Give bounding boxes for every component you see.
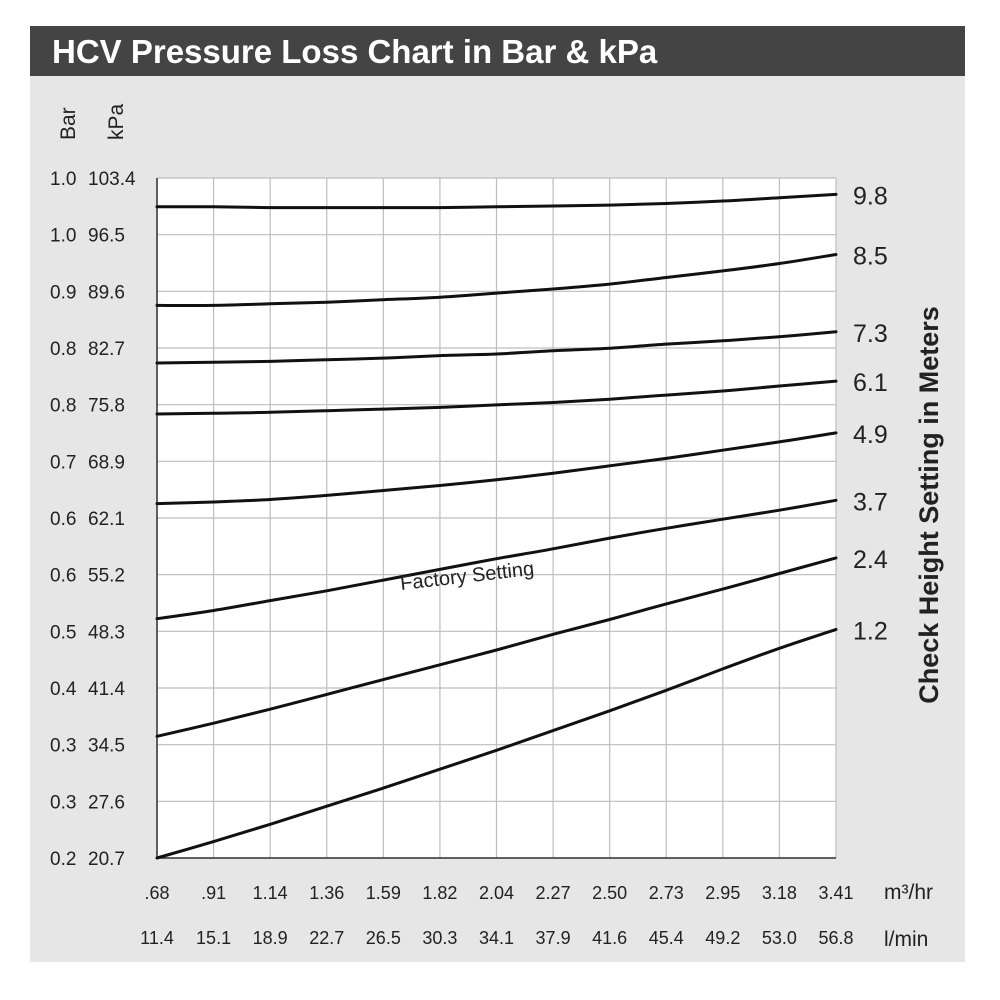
right-axis-label: Check Height Setting in Meters [914, 306, 944, 704]
y-tick-kpa: 41.4 [88, 679, 125, 700]
y-tick-bar: 0.8 [50, 339, 76, 360]
x-tick-m3hr: 2.04 [479, 883, 514, 903]
y-tick-kpa: 103.4 [88, 169, 136, 190]
y-tick-kpa: 75.8 [88, 396, 125, 417]
y-tick-bar: 0.8 [50, 396, 76, 417]
series-label: 8.5 [853, 242, 888, 270]
y-tick-kpa: 55.2 [88, 566, 125, 587]
x-tick-lmin: 41.6 [592, 928, 627, 948]
curve-6-1m [155, 379, 838, 416]
y-tick-kpa: 82.7 [88, 339, 125, 360]
y-tick-kpa: 62.1 [88, 509, 125, 530]
y-tick-bar: 0.3 [50, 792, 76, 813]
y-tick-kpa: 89.6 [88, 282, 125, 303]
x-tick-m3hr: .68 [144, 883, 169, 903]
y-tick-bar: 0.3 [50, 736, 76, 757]
x-tick-lmin: 15.1 [196, 928, 231, 948]
x-tick-m3hr: 3.18 [762, 883, 797, 903]
labels: 9.8 8.5 7.3 6.1 4.9 3.7 2.4 1.2 Bar kPa 1.0 103.4 1.… [50, 103, 944, 951]
x-tick-m3hr: .91 [201, 883, 226, 903]
chart-title: HCV Pressure Loss Chart in Bar & kPa [52, 33, 658, 70]
series-label: 7.3 [853, 320, 888, 348]
x-tick-lmin: 30.3 [422, 928, 457, 948]
x-unit-lmin: l/min [884, 928, 928, 951]
x-tick-m3hr: 1.59 [366, 883, 401, 903]
x-tick-m3hr: 2.73 [649, 883, 684, 903]
x-tick-lmin: 18.9 [253, 928, 288, 948]
x-tick-m3hr: 1.82 [422, 883, 457, 903]
curves [155, 192, 838, 860]
y-tick-bar: 0.7 [50, 452, 76, 473]
curve-8-5m [155, 253, 838, 308]
x-tick-lmin: 56.8 [818, 928, 853, 948]
x-unit-m3hr: m³/hr [884, 881, 933, 904]
y-tick-bar: 0.5 [50, 622, 76, 643]
y-tick-bar: 0.6 [50, 509, 76, 530]
y-tick-bar: 1.0 [50, 169, 76, 190]
curve-2-4m [155, 556, 838, 738]
x-tick-lmin: 22.7 [309, 928, 344, 948]
series-label: 3.7 [853, 488, 888, 516]
x-tick-m3hr: 2.50 [592, 883, 627, 903]
x-tick-lmin: 37.9 [536, 928, 571, 948]
left-axis-header-bar: Bar [57, 107, 80, 140]
x-tick-m3hr: 2.27 [536, 883, 571, 903]
y-tick-kpa: 68.9 [88, 452, 125, 473]
x-tick-m3hr: 1.14 [253, 883, 288, 903]
y-tick-kpa: 27.6 [88, 792, 125, 813]
y-tick-bar: 0.6 [50, 566, 76, 587]
x-tick-m3hr: 2.95 [705, 883, 740, 903]
x-tick-lmin: 53.0 [762, 928, 797, 948]
y-tick-bar: 0.2 [50, 849, 76, 870]
x-tick-lmin: 49.2 [705, 928, 740, 948]
y-tick-bar: 1.0 [50, 226, 76, 247]
y-tick-kpa: 96.5 [88, 226, 125, 247]
series-label: 1.2 [853, 617, 888, 645]
curve-4-9m [155, 431, 838, 506]
x-tick-lmin: 26.5 [366, 928, 401, 948]
left-axis-header-kpa: kPa [105, 103, 128, 140]
x-tick-lmin: 34.1 [479, 928, 514, 948]
series-label: 9.8 [853, 182, 888, 210]
x-tick-m3hr: 1.36 [309, 883, 344, 903]
series-label: 4.9 [853, 421, 888, 449]
curve-3-7m [155, 498, 838, 621]
y-tick-kpa: 48.3 [88, 622, 125, 643]
curve-7-3m [155, 330, 838, 365]
y-tick-kpa: 34.5 [88, 736, 125, 757]
title-bar: HCV Pressure Loss Chart in Bar & kPa [30, 26, 965, 76]
y-tick-bar: 0.9 [50, 282, 76, 303]
series-label: 6.1 [853, 369, 888, 397]
x-tick-m3hr: 3.41 [818, 883, 853, 903]
curve-1-2m [155, 627, 838, 860]
series-label: 2.4 [853, 546, 888, 574]
y-tick-bar: 0.4 [50, 679, 77, 700]
curve-9-8m [155, 192, 838, 210]
x-tick-lmin: 45.4 [649, 928, 684, 948]
y-tick-kpa: 20.7 [88, 849, 125, 870]
x-tick-lmin: 11.4 [140, 928, 174, 948]
